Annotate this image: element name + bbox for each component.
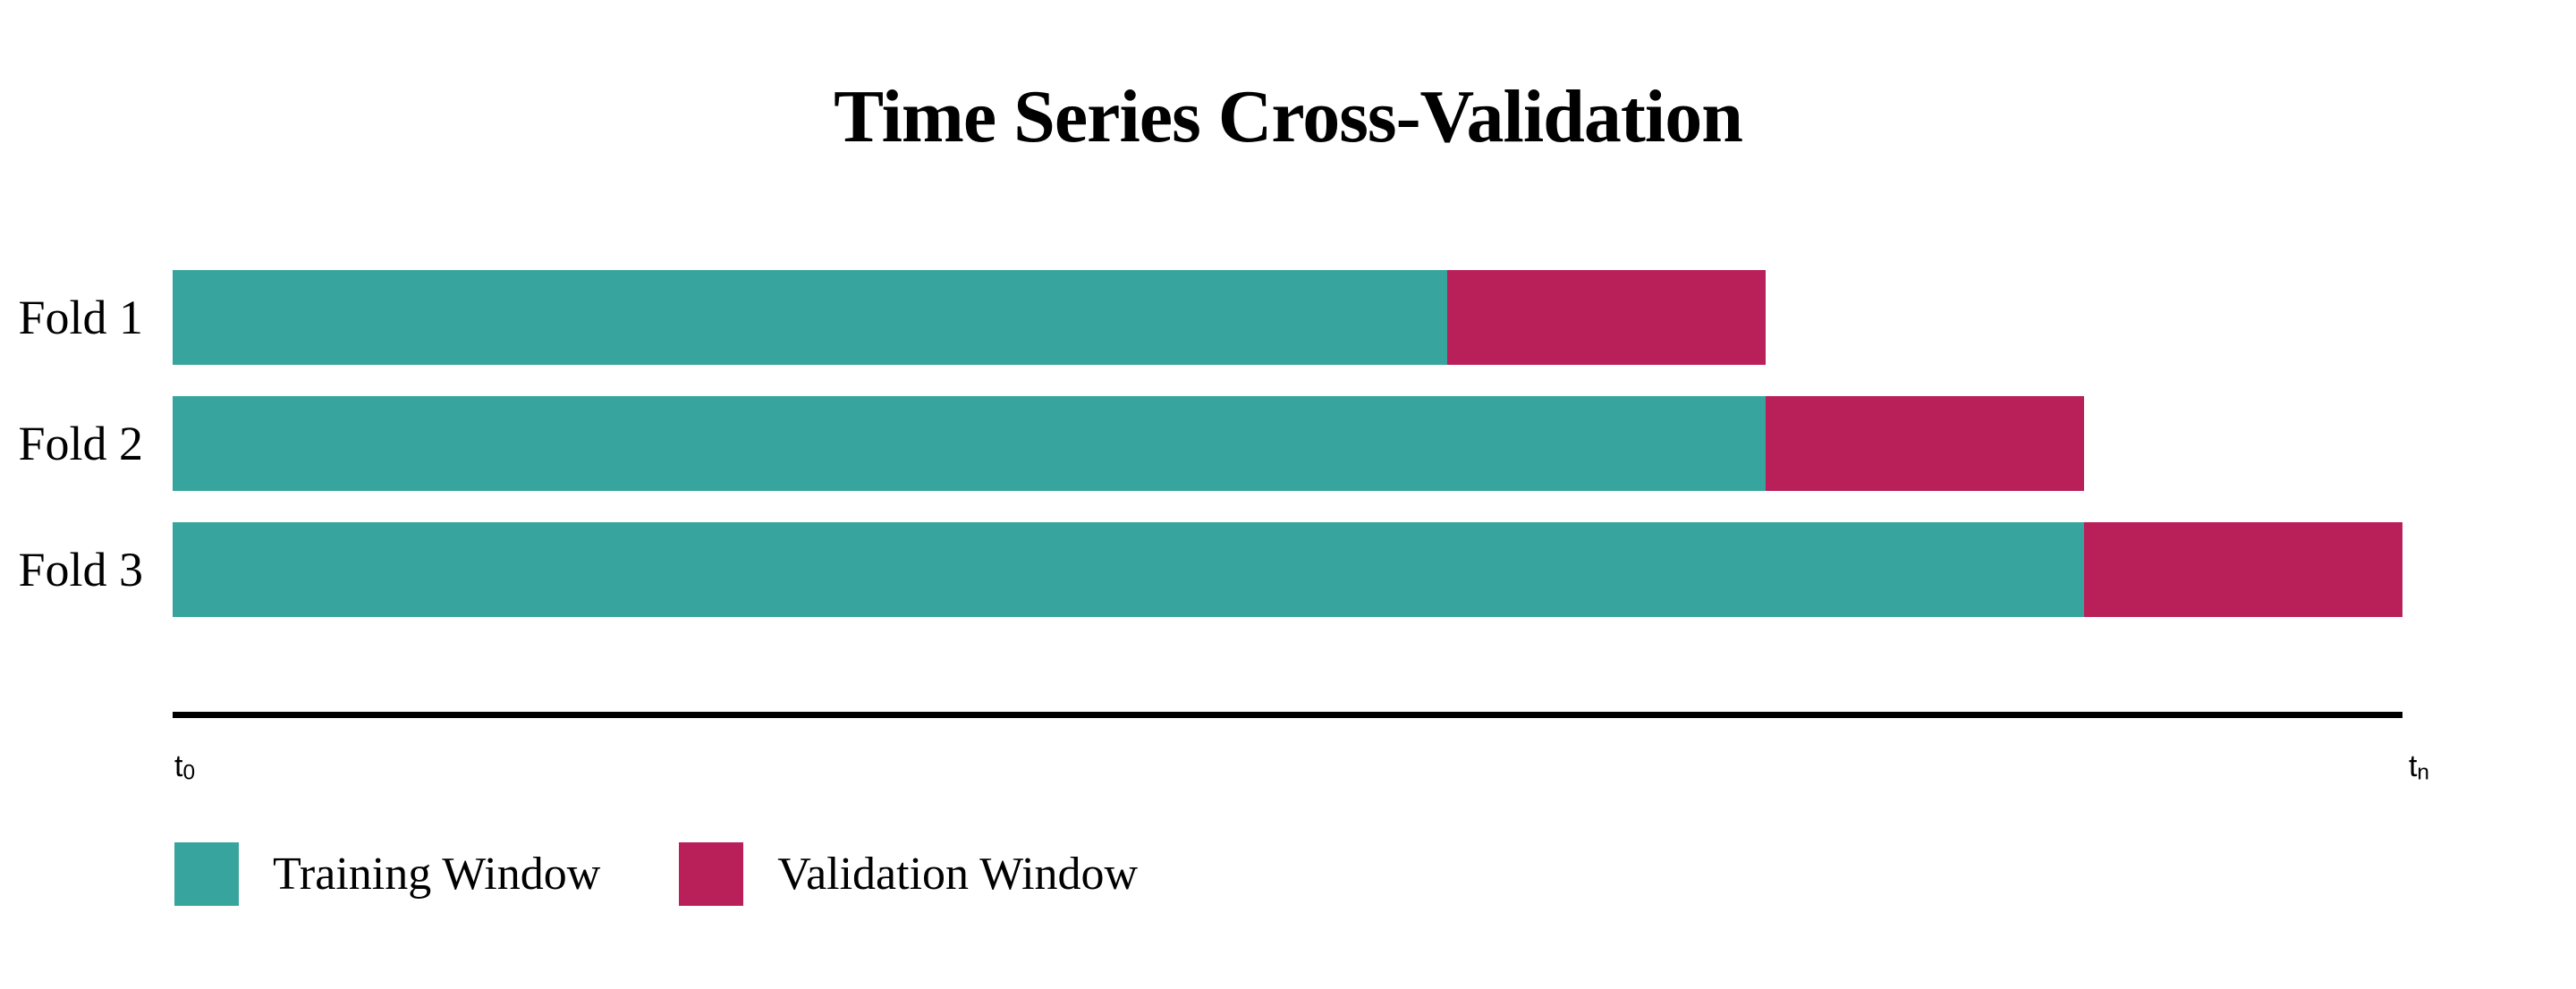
fold-label: Fold 3: [18, 543, 143, 596]
legend-item: Training Window: [174, 842, 600, 906]
tick-tn-base: t: [2408, 749, 2418, 783]
x-axis-tick-t0: t0: [174, 749, 195, 785]
tick-t0-subscript: 0: [182, 760, 196, 785]
training-segment: [173, 396, 1766, 491]
validation-segment: [1766, 396, 2084, 491]
x-axis-line: [173, 712, 2402, 718]
fold-row: Fold 3: [0, 522, 2576, 617]
validation-segment: [2084, 522, 2402, 617]
fold-row: Fold 1: [0, 270, 2576, 365]
training-segment: [173, 270, 1447, 365]
fold-bar: [173, 522, 2402, 617]
validation-swatch: [679, 842, 744, 906]
fold-label: Fold 2: [18, 417, 143, 470]
x-axis-tick-tn: tn: [2286, 749, 2429, 785]
fold-bar: [173, 396, 2084, 491]
validation-segment: [1447, 270, 1766, 365]
legend-item: Validation Window: [679, 842, 1138, 906]
fold-row: Fold 2: [0, 396, 2576, 491]
training-swatch: [174, 842, 239, 906]
fold-label: Fold 1: [18, 291, 143, 344]
legend-label: Validation Window: [777, 849, 1139, 900]
legend: Training Window Validation Window: [174, 842, 1138, 906]
chart-title: Time Series Cross-Validation: [834, 75, 1743, 158]
tick-t0-base: t: [174, 749, 183, 783]
fold-bar: [173, 270, 1766, 365]
legend-label: Training Window: [273, 849, 601, 900]
training-segment: [173, 522, 2084, 617]
tick-tn-subscript: n: [2417, 760, 2429, 785]
